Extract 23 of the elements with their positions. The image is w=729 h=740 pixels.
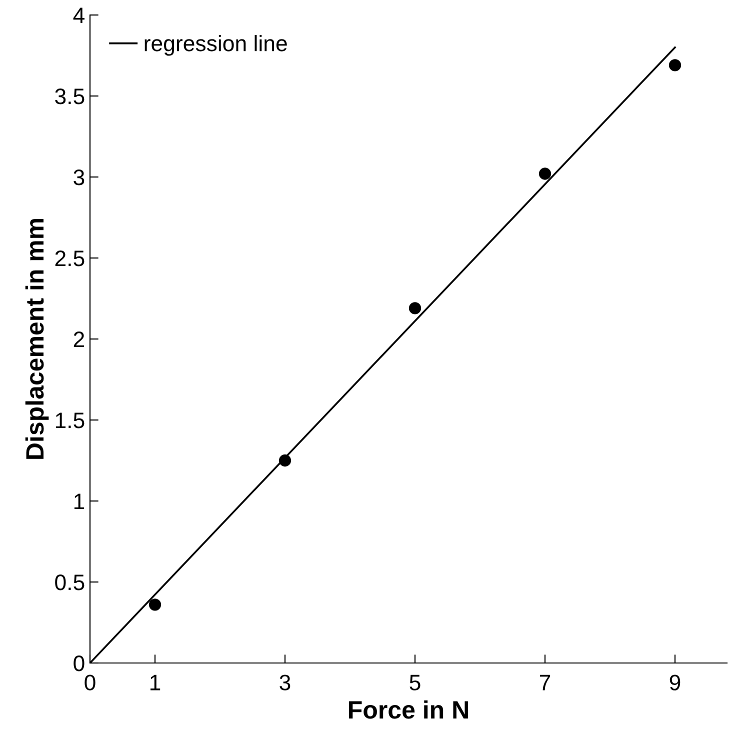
x-tick-label: 3 (280, 674, 290, 690)
x-tick-label: 9 (670, 674, 680, 690)
point (538, 168, 552, 180)
y-tick-label: 1.5 (56, 412, 84, 428)
x-tick-label: 7 (540, 674, 550, 690)
point (668, 59, 682, 72)
y-tick-label: 3 (74, 170, 84, 186)
y-tick-label: 1 (74, 494, 84, 510)
legend-label: regression line (144, 35, 287, 56)
x-tick-label: 5 (410, 674, 420, 690)
x-tick-label: 0 (84, 674, 96, 690)
point (408, 302, 422, 314)
point (278, 454, 292, 467)
y-axis-title: Displacement in mm (25, 218, 49, 459)
y-tick-label: 0.5 (55, 574, 84, 590)
y-tick-label: 3.5 (55, 88, 84, 104)
y-tick-label: 2 (74, 332, 84, 348)
y-tick-label: 2.5 (55, 250, 84, 266)
point (148, 598, 162, 611)
y-tick-label: 4 (73, 8, 84, 24)
x-axis-title: Force in N (349, 700, 468, 719)
x-tick-label: 1 (150, 674, 160, 690)
y-tick-label: 0 (74, 656, 84, 672)
